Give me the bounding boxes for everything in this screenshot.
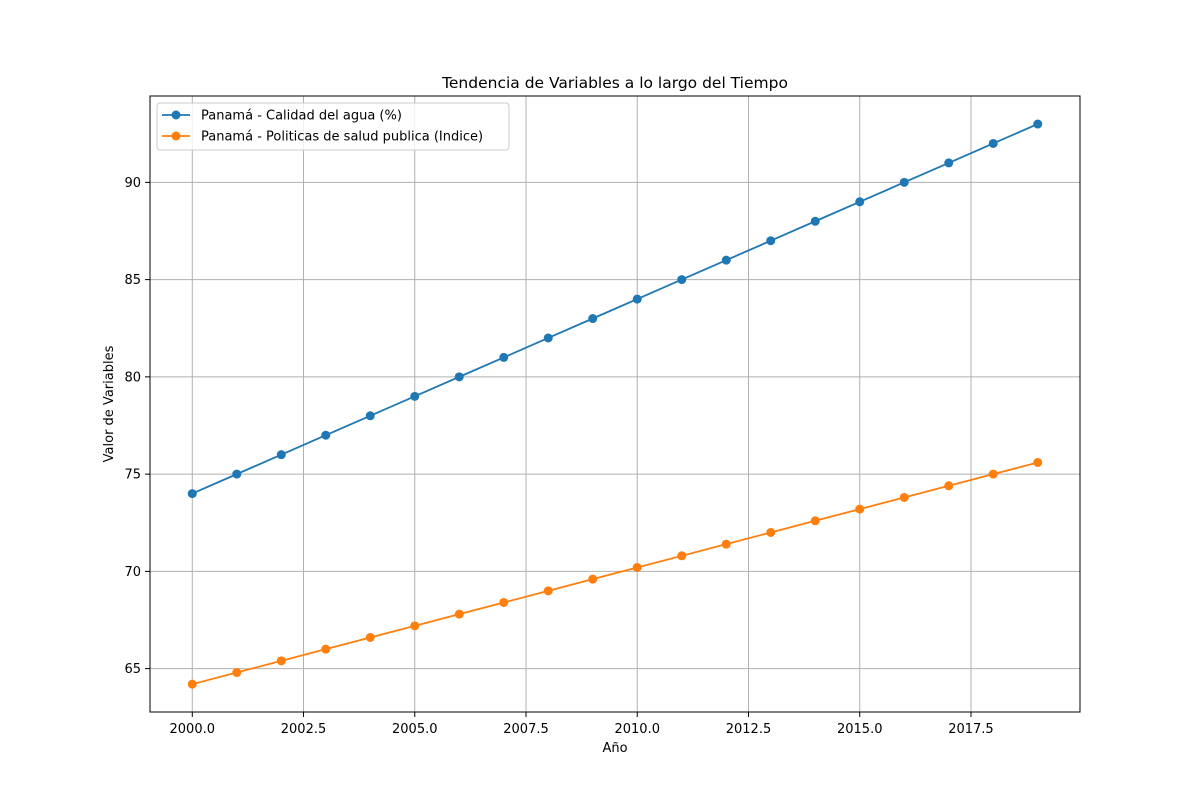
data-point bbox=[588, 574, 598, 584]
data-point bbox=[499, 597, 509, 607]
data-point bbox=[810, 216, 820, 226]
x-tick-label: 2015.0 bbox=[837, 722, 883, 737]
series-layer bbox=[187, 119, 1043, 689]
series-1 bbox=[187, 457, 1043, 689]
data-point bbox=[721, 255, 731, 265]
data-point bbox=[276, 450, 286, 460]
data-point bbox=[766, 236, 776, 246]
data-point bbox=[365, 411, 375, 421]
data-point bbox=[410, 391, 420, 401]
plot-frame bbox=[149, 95, 1081, 713]
legend-marker-politicas bbox=[171, 131, 181, 141]
legend-box bbox=[156, 102, 510, 151]
data-point bbox=[543, 586, 553, 596]
data-point bbox=[899, 177, 909, 187]
data-point bbox=[855, 504, 865, 514]
data-point bbox=[632, 562, 642, 572]
data-point bbox=[321, 644, 331, 654]
data-point bbox=[988, 138, 998, 148]
x-tick-label: 2000.0 bbox=[170, 722, 216, 737]
data-point bbox=[944, 158, 954, 168]
y-tick-label: 80 bbox=[124, 370, 141, 385]
x-tick-label: 2007.5 bbox=[503, 722, 549, 737]
data-point bbox=[588, 314, 598, 324]
y-tick-label: 90 bbox=[124, 176, 141, 191]
data-point bbox=[276, 656, 286, 666]
data-point bbox=[810, 516, 820, 526]
legend-label-calidad: Panamá - Calidad del agua (%) bbox=[201, 109, 402, 124]
data-point bbox=[988, 469, 998, 479]
y-tick-label: 65 bbox=[124, 662, 141, 677]
data-point bbox=[499, 352, 509, 362]
x-tick-label: 2012.5 bbox=[726, 722, 772, 737]
x-tick-label: 2002.5 bbox=[281, 722, 327, 737]
series-line bbox=[192, 461, 1038, 686]
data-point bbox=[543, 333, 553, 343]
y-tick-label: 70 bbox=[124, 565, 141, 580]
data-point bbox=[632, 294, 642, 304]
data-point bbox=[899, 492, 909, 502]
data-point bbox=[365, 633, 375, 643]
data-point bbox=[766, 527, 776, 537]
series-0 bbox=[187, 119, 1043, 499]
ticks: 2000.0 2002.5 2005.0 2007.5 2010.0 2012.5 2015… bbox=[124, 176, 993, 737]
data-point bbox=[721, 539, 731, 549]
data-point bbox=[1033, 457, 1043, 467]
x-tick-label: 2010.0 bbox=[614, 722, 660, 737]
data-point bbox=[321, 430, 331, 440]
data-point bbox=[677, 551, 687, 561]
x-tick-label: 2017.5 bbox=[948, 722, 994, 737]
data-point bbox=[232, 668, 242, 678]
y-axis-label: Valor de Variables bbox=[102, 345, 117, 462]
data-point bbox=[232, 469, 242, 479]
grid bbox=[150, 96, 1080, 712]
legend: Panamá - Calidad del agua (%) Panamá - P… bbox=[156, 102, 510, 151]
chart-title: Tendencia de Variables a lo largo del Ti… bbox=[441, 74, 788, 92]
legend-label-politicas: Panamá - Politicas de salud publica (Ind… bbox=[201, 130, 483, 145]
x-tick-label: 2005.0 bbox=[392, 722, 438, 737]
legend-marker-calidad bbox=[171, 110, 181, 120]
data-point bbox=[454, 372, 464, 382]
data-point bbox=[410, 621, 420, 631]
data-point bbox=[187, 679, 197, 689]
y-tick-label: 85 bbox=[124, 273, 141, 288]
data-point bbox=[944, 481, 954, 491]
x-axis-label: Año bbox=[602, 741, 627, 756]
series-line bbox=[191, 123, 1039, 495]
data-point bbox=[677, 275, 687, 285]
data-point bbox=[454, 609, 464, 619]
data-point bbox=[855, 197, 865, 207]
data-point bbox=[187, 489, 197, 499]
y-tick-label: 75 bbox=[124, 468, 141, 483]
data-point bbox=[1033, 119, 1043, 129]
